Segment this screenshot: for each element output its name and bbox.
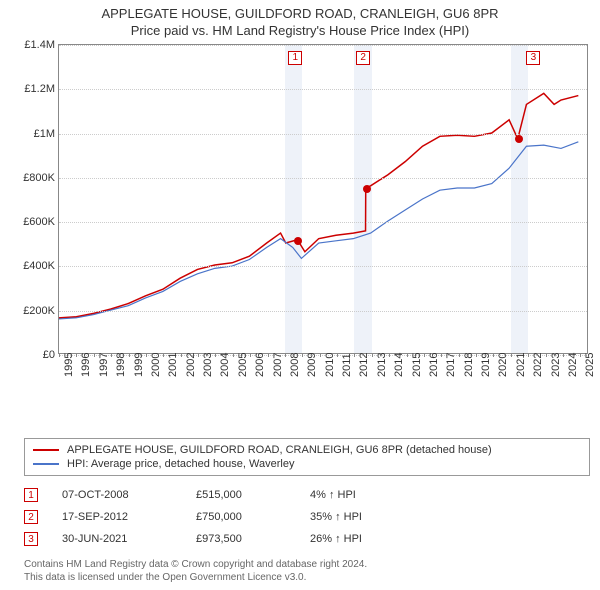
x-axis-label: 2018	[463, 353, 475, 377]
sale-date: 17-SEP-2012	[62, 511, 172, 523]
x-axis-label: 2010	[324, 353, 336, 377]
x-axis-label: 2017	[445, 353, 457, 377]
x-axis-label: 2008	[289, 353, 301, 377]
table-row: 3 30-JUN-2021 £973,500 26% ↑ HPI	[24, 528, 590, 550]
x-axis-label: 2009	[306, 353, 318, 377]
y-axis-label: £600K	[11, 216, 55, 228]
x-axis-label: 2016	[428, 353, 440, 377]
sales-table: 1 07-OCT-2008 £515,000 4% ↑ HPI 2 17-SEP…	[24, 484, 590, 550]
x-axis-label: 2005	[237, 353, 249, 377]
sale-pct: 35% ↑ HPI	[310, 511, 410, 523]
legend-row: APPLEGATE HOUSE, GUILDFORD ROAD, CRANLEI…	[33, 443, 581, 457]
sale-marker-box: 2	[356, 51, 370, 65]
legend-swatch-hpi	[33, 463, 59, 465]
legend-swatch-property	[33, 449, 59, 451]
x-axis-label: 2024	[567, 353, 579, 377]
x-axis-label: 1995	[63, 353, 75, 377]
x-axis-label: 1996	[80, 353, 92, 377]
x-axis-label: 2012	[358, 353, 370, 377]
sale-index: 1	[24, 488, 38, 502]
x-axis-label: 2001	[167, 353, 179, 377]
sale-pct: 26% ↑ HPI	[310, 533, 410, 545]
x-axis-label: 2002	[185, 353, 197, 377]
x-axis-label: 2014	[393, 353, 405, 377]
footer-attribution: Contains HM Land Registry data © Crown c…	[24, 558, 590, 584]
sale-price: £973,500	[196, 533, 286, 545]
title-line-2: Price paid vs. HM Land Registry's House …	[0, 23, 600, 38]
x-axis-label: 1997	[98, 353, 110, 377]
chart-plot: £0£200K£400K£600K£800K£1M£1.2M£1.4M19951…	[58, 44, 588, 354]
x-axis-label: 2019	[480, 353, 492, 377]
sale-date: 30-JUN-2021	[62, 533, 172, 545]
chart-title-block: APPLEGATE HOUSE, GUILDFORD ROAD, CRANLEI…	[0, 0, 600, 40]
x-axis-label: 2003	[202, 353, 214, 377]
y-axis-label: £200K	[11, 305, 55, 317]
sale-pct: 4% ↑ HPI	[310, 489, 410, 501]
footer-line-2: This data is licensed under the Open Gov…	[24, 571, 590, 584]
legend: APPLEGATE HOUSE, GUILDFORD ROAD, CRANLEI…	[24, 438, 590, 476]
y-axis-label: £400K	[11, 260, 55, 272]
sale-marker-box: 3	[526, 51, 540, 65]
chart-area: £0£200K£400K£600K£800K£1M£1.2M£1.4M19951…	[40, 44, 600, 394]
sale-marker-dot	[363, 185, 371, 193]
x-axis-label: 2022	[532, 353, 544, 377]
y-axis-label: £1.2M	[11, 83, 55, 95]
sale-date: 07-OCT-2008	[62, 489, 172, 501]
x-axis-label: 2011	[341, 353, 353, 377]
x-axis-label: 2015	[411, 353, 423, 377]
x-axis-label: 2004	[219, 353, 231, 377]
x-axis-label: 2007	[272, 353, 284, 377]
x-axis-label: 1999	[133, 353, 145, 377]
x-axis-label: 2023	[550, 353, 562, 377]
legend-row: HPI: Average price, detached house, Wave…	[33, 457, 581, 471]
x-axis-label: 2000	[150, 353, 162, 377]
legend-label-property: APPLEGATE HOUSE, GUILDFORD ROAD, CRANLEI…	[67, 444, 492, 456]
y-axis-label: £800K	[11, 172, 55, 184]
y-axis-label: £1.4M	[11, 39, 55, 51]
sale-index: 2	[24, 510, 38, 524]
y-axis-label: £1M	[11, 128, 55, 140]
chart-svg	[59, 45, 587, 353]
sale-marker-dot	[294, 237, 302, 245]
x-axis-label: 2006	[254, 353, 266, 377]
footer-line-1: Contains HM Land Registry data © Crown c…	[24, 558, 590, 571]
y-axis-label: £0	[11, 349, 55, 361]
title-line-1: APPLEGATE HOUSE, GUILDFORD ROAD, CRANLEI…	[0, 6, 600, 21]
sale-price: £750,000	[196, 511, 286, 523]
x-axis-label: 2021	[515, 353, 527, 377]
x-axis-label: 2020	[497, 353, 509, 377]
series-hpi	[59, 142, 578, 319]
series-property	[59, 93, 578, 317]
x-axis-label: 2025	[584, 353, 596, 377]
table-row: 1 07-OCT-2008 £515,000 4% ↑ HPI	[24, 484, 590, 506]
sale-marker-box: 1	[288, 51, 302, 65]
sale-price: £515,000	[196, 489, 286, 501]
x-axis-label: 2013	[376, 353, 388, 377]
sale-index: 3	[24, 532, 38, 546]
legend-label-hpi: HPI: Average price, detached house, Wave…	[67, 458, 294, 470]
table-row: 2 17-SEP-2012 £750,000 35% ↑ HPI	[24, 506, 590, 528]
sale-marker-dot	[515, 135, 523, 143]
x-axis-label: 1998	[115, 353, 127, 377]
